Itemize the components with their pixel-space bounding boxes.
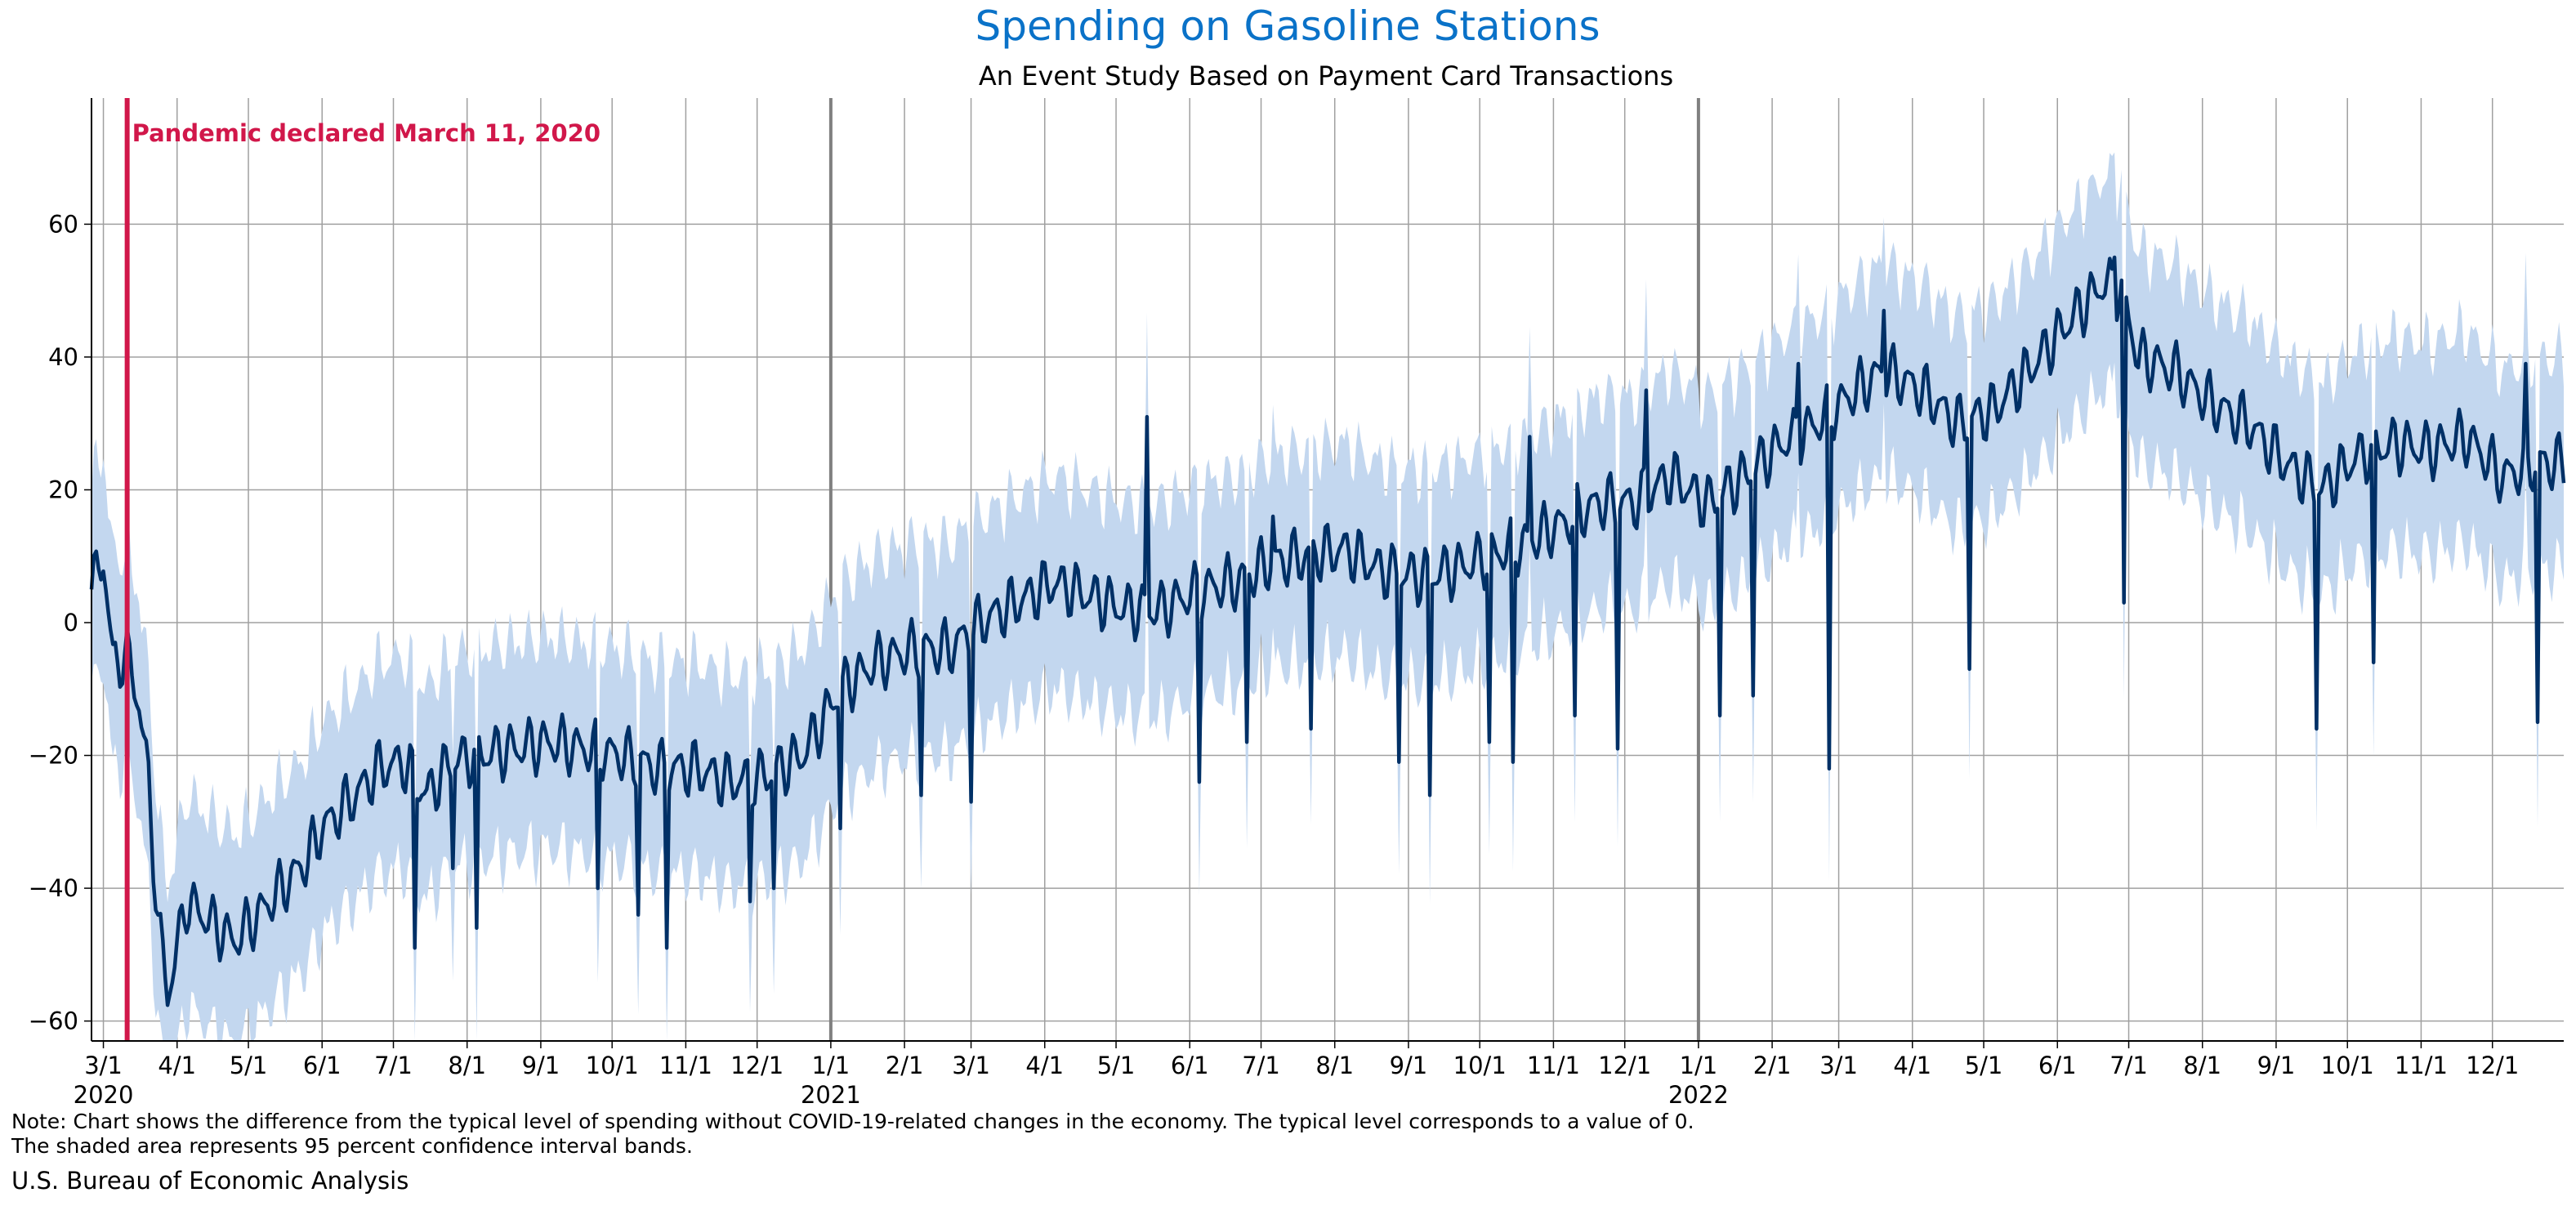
x-tick-label: 6/1 <box>303 1052 342 1079</box>
x-tick-label: 10/1 <box>2321 1052 2374 1079</box>
x-tick-label: 10/1 <box>1453 1052 1507 1079</box>
series-line <box>89 255 2566 1007</box>
x-tick-label: 8/1 <box>448 1052 486 1079</box>
x-tick-label: 10/1 <box>586 1052 639 1079</box>
x-tick-label: 7/1 <box>374 1052 413 1079</box>
x-tick-label: 12/1 <box>1598 1052 1651 1079</box>
x-tick-label: 6/1 <box>2038 1052 2077 1079</box>
x-tick-label: 3/1 <box>952 1052 990 1079</box>
y-tick-label: −20 <box>29 742 78 770</box>
x-tick-label: 4/1 <box>1025 1052 1064 1079</box>
x-tick-label: 11/1 <box>659 1052 712 1079</box>
y-tick-label: 20 <box>48 476 78 503</box>
source-label: U.S. Bureau of Economic Analysis <box>11 1167 409 1195</box>
year-label: 2021 <box>801 1081 861 1109</box>
axes: −60 −40 −20 0 20 40 60 3/1 4/1 5/1 6/1 7/1 8/1 9/1 10/… <box>29 98 2564 1109</box>
x-tick-label: 5/1 <box>1965 1052 2003 1079</box>
confidence-band <box>92 152 2564 1041</box>
x-tick-label: 2/1 <box>886 1052 924 1079</box>
series-layer <box>89 255 2566 1007</box>
x-tick-label: 5/1 <box>230 1052 268 1079</box>
y-tick-label: 60 <box>48 210 78 238</box>
x-tick-label: 11/1 <box>2395 1052 2448 1079</box>
y-tick-label: 40 <box>48 343 78 371</box>
x-tick-label: 8/1 <box>1315 1052 1354 1079</box>
confidence-band-area <box>92 152 2564 1041</box>
y-tick-label: −40 <box>29 874 78 902</box>
x-tick-label: 11/1 <box>1527 1052 1580 1079</box>
x-tick-label: 12/1 <box>730 1052 784 1079</box>
x-tick-label: 4/1 <box>1893 1052 1931 1079</box>
event-label: Pandemic declared March 11, 2020 <box>132 119 600 147</box>
event-marker: Pandemic declared March 11, 2020 <box>124 98 600 1041</box>
y-tick-label: 0 <box>64 609 78 636</box>
x-tick-label: 6/1 <box>1171 1052 1209 1079</box>
x-tick-label: 4/1 <box>158 1052 196 1079</box>
x-tick-label: 2/1 <box>1753 1052 1792 1079</box>
chart-title: Spending on Gasoline Stations <box>975 2 1600 50</box>
chart-subtitle: An Event Study Based on Payment Card Tra… <box>979 60 1673 92</box>
note-line-2: The shaded area represents 95 percent co… <box>11 1134 693 1158</box>
x-tick-label: 8/1 <box>2183 1052 2221 1079</box>
year-label: 2020 <box>74 1081 134 1109</box>
x-tick-label: 3/1 <box>84 1052 123 1079</box>
x-tick-label: 3/1 <box>1819 1052 1858 1079</box>
note-line-1: Note: Chart shows the difference from th… <box>11 1110 1694 1133</box>
x-tick-label: 1/1 <box>812 1052 850 1079</box>
y-tick-label: −60 <box>29 1007 78 1035</box>
x-tick-label: 9/1 <box>2257 1052 2296 1079</box>
year-label: 2022 <box>1668 1081 1729 1109</box>
x-tick-label: 7/1 <box>2109 1052 2148 1079</box>
x-tick-label: 7/1 <box>1242 1052 1280 1079</box>
x-tick-label: 9/1 <box>1390 1052 1428 1079</box>
x-tick-label: 12/1 <box>2466 1052 2519 1079</box>
x-tick-label: 9/1 <box>522 1052 560 1079</box>
x-tick-label: 1/1 <box>1680 1052 1718 1079</box>
x-tick-label: 5/1 <box>1097 1052 1136 1079</box>
